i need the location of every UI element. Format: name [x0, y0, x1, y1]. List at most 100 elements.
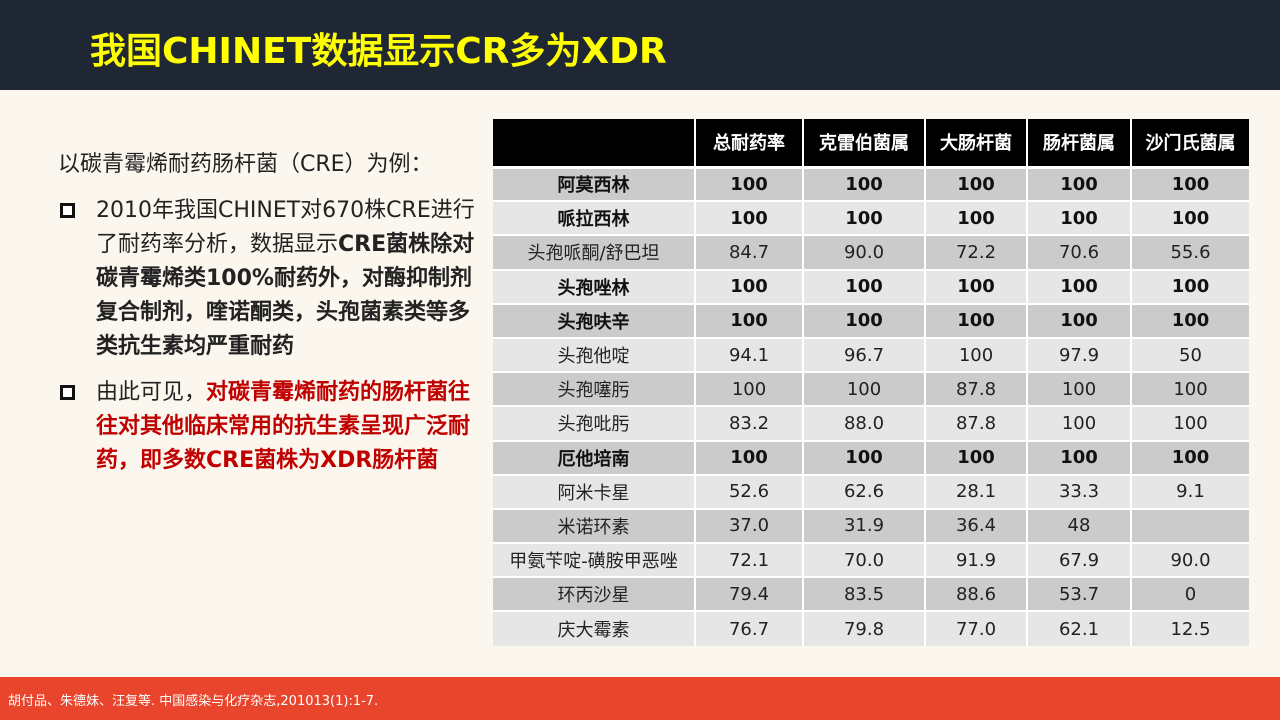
- resistance-value-cell: 100: [803, 165, 926, 202]
- resistance-value-cell: 100: [925, 165, 1028, 202]
- table-row: 阿莫西林 100 100 100 100 100: [493, 165, 1249, 202]
- resistance-value-cell: 100: [1027, 439, 1132, 475]
- resistance-value-cell: 100: [1027, 405, 1132, 441]
- bullet2-normal-text: 由此可见，: [96, 380, 207, 405]
- resistance-value-cell: 12.5: [1131, 610, 1249, 646]
- table-row: 环丙沙星 79.4 83.5 88.6 53.7 0: [493, 576, 1249, 612]
- drug-name-cell: 哌拉西林: [493, 200, 696, 236]
- table-row: 头孢吡肟 83.2 88.0 87.8 100 100: [493, 405, 1249, 441]
- table-row: 头孢呋辛 100 100 100 100 100: [493, 302, 1249, 338]
- intro-text: 以碳青霉烯耐药肠杆菌（CRE）为例：: [58, 152, 433, 177]
- footer-bar: 胡付品、朱德妹、汪复等. 中国感染与化疗杂志,201013(1):1-7.: [0, 677, 1280, 720]
- resistance-value-cell: 97.9: [1027, 336, 1132, 373]
- resistance-value-cell: 70.6: [1027, 234, 1132, 270]
- resistance-value-cell: 90.0: [803, 234, 926, 270]
- resistance-value-cell: 100: [695, 371, 804, 407]
- resistance-value-cell: 33.3: [1027, 473, 1132, 509]
- resistance-value-cell: 100: [695, 165, 804, 202]
- resistance-value-cell: 0: [1131, 576, 1249, 612]
- drug-name-cell: 头孢噻肟: [493, 371, 696, 407]
- resistance-value-cell: [1131, 507, 1249, 544]
- resistance-value-cell: 79.8: [803, 610, 926, 646]
- table-header-cell: 大肠杆菌: [925, 119, 1028, 167]
- table-header-cell: 沙门氏菌属: [1131, 119, 1249, 167]
- resistance-value-cell: 100: [1131, 165, 1249, 202]
- table-header-cell: 克雷伯菌属: [803, 119, 926, 167]
- resistance-value-cell: 36.4: [925, 507, 1028, 544]
- text-content: 以碳青霉烯耐药肠杆菌（CRE）为例： 2010年我国CHINET对670株CRE…: [58, 140, 488, 478]
- resistance-value-cell: 37.0: [695, 507, 804, 544]
- table-row: 阿米卡星 52.6 62.6 28.1 33.3 9.1: [493, 473, 1249, 509]
- resistance-value-cell: 62.1: [1027, 610, 1132, 646]
- drug-name-cell: 头孢吡肟: [493, 405, 696, 441]
- bullet-item-2: 由此可见，对碳青霉烯耐药的肠杆菌往往对其他临床常用的抗生素呈现广泛耐药，即多数C…: [58, 376, 488, 478]
- table-row: 甲氨苄啶-磺胺甲恶唑 72.1 70.0 91.9 67.9 90.0: [493, 542, 1249, 578]
- resistance-value-cell: 100: [1131, 371, 1249, 407]
- table-row: 头孢唑林 100 100 100 100 100: [493, 268, 1249, 304]
- resistance-value-cell: 77.0: [925, 610, 1028, 646]
- table-row: 头孢噻肟 100 100 87.8 100 100: [493, 371, 1249, 407]
- square-bullet-icon: [60, 203, 75, 218]
- drug-name-cell: 阿莫西林: [493, 165, 696, 202]
- resistance-value-cell: 55.6: [1131, 234, 1249, 270]
- square-bullet-icon: [60, 385, 75, 400]
- resistance-value-cell: 91.9: [925, 542, 1028, 578]
- drug-name-cell: 头孢呋辛: [493, 302, 696, 338]
- resistance-value-cell: 53.7: [1027, 576, 1132, 612]
- table-row: 厄他培南 100 100 100 100 100: [493, 439, 1249, 475]
- table-header-row: 总耐药率 克雷伯菌属 大肠杆菌 肠杆菌属 沙门氏菌属: [493, 119, 1249, 167]
- resistance-value-cell: 76.7: [695, 610, 804, 646]
- resistance-value-cell: 90.0: [1131, 542, 1249, 578]
- resistance-value-cell: 100: [925, 439, 1028, 475]
- table-header-cell: 肠杆菌属: [1027, 119, 1132, 167]
- resistance-value-cell: 100: [695, 302, 804, 338]
- resistance-value-cell: 88.0: [803, 405, 926, 441]
- table-body: 阿莫西林 100 100 100 100 100 哌拉西林 100 100 100 100 100 头孢…: [493, 165, 1249, 646]
- table-row: 头孢哌酮/舒巴坦 84.7 90.0 72.2 70.6 55.6: [493, 234, 1249, 270]
- table-header-cell: 总耐药率: [695, 119, 804, 167]
- drug-name-cell: 甲氨苄啶-磺胺甲恶唑: [493, 542, 696, 578]
- resistance-value-cell: 31.9: [803, 507, 926, 544]
- drug-name-cell: 阿米卡星: [493, 473, 696, 509]
- resistance-value-cell: 100: [803, 371, 926, 407]
- resistance-value-cell: 100: [1131, 439, 1249, 475]
- resistance-value-cell: 96.7: [803, 336, 926, 373]
- bullet1-normal-text: 2010年我国CHINET对670株CRE进行了耐药率分析，数据显示: [96, 198, 475, 257]
- resistance-value-cell: 83.5: [803, 576, 926, 612]
- resistance-value-cell: 72.1: [695, 542, 804, 578]
- resistance-value-cell: 100: [803, 439, 926, 475]
- drug-name-cell: 头孢唑林: [493, 268, 696, 304]
- resistance-value-cell: 83.2: [695, 405, 804, 441]
- resistance-value-cell: 100: [1027, 165, 1132, 202]
- resistance-value-cell: 70.0: [803, 542, 926, 578]
- resistance-value-cell: 100: [925, 268, 1028, 304]
- resistance-value-cell: 100: [695, 268, 804, 304]
- resistance-value-cell: 100: [925, 200, 1028, 236]
- drug-name-cell: 厄他培南: [493, 439, 696, 475]
- table-row: 哌拉西林 100 100 100 100 100: [493, 200, 1249, 236]
- resistance-value-cell: 94.1: [695, 336, 804, 373]
- resistance-value-cell: 62.6: [803, 473, 926, 509]
- resistance-value-cell: 100: [1027, 200, 1132, 236]
- title-bar: 我国CHINET数据显示CR多为XDR: [0, 0, 1280, 90]
- drug-name-cell: 头孢哌酮/舒巴坦: [493, 234, 696, 270]
- resistance-value-cell: 100: [803, 302, 926, 338]
- bullet1-bold-text: CRE菌株除对碳青霉烯类100%耐药外，对酶抑制剂复合制剂，喹诺酮类，头孢菌素类…: [96, 232, 475, 359]
- drug-name-cell: 头孢他啶: [493, 336, 696, 373]
- bullet-item-1: 2010年我国CHINET对670株CRE进行了耐药率分析，数据显示CRE菌株除…: [58, 194, 488, 364]
- resistance-value-cell: 72.2: [925, 234, 1028, 270]
- resistance-value-cell: 100: [1131, 268, 1249, 304]
- resistance-value-cell: 100: [1131, 302, 1249, 338]
- resistance-value-cell: 100: [695, 439, 804, 475]
- resistance-value-cell: 100: [803, 268, 926, 304]
- resistance-value-cell: 48: [1027, 507, 1132, 544]
- resistance-value-cell: 52.6: [695, 473, 804, 509]
- table-row: 米诺环素 37.0 31.9 36.4 48: [493, 507, 1249, 544]
- drug-name-cell: 环丙沙星: [493, 576, 696, 612]
- resistance-value-cell: 100: [925, 336, 1028, 373]
- citation-text: 胡付品、朱德妹、汪复等. 中国感染与化疗杂志,201013(1):1-7.: [8, 694, 379, 709]
- table-row: 头孢他啶 94.1 96.7 100 97.9 50: [493, 336, 1249, 373]
- resistance-value-cell: 100: [1131, 200, 1249, 236]
- resistance-value-cell: 100: [695, 200, 804, 236]
- resistance-value-cell: 87.8: [925, 371, 1028, 407]
